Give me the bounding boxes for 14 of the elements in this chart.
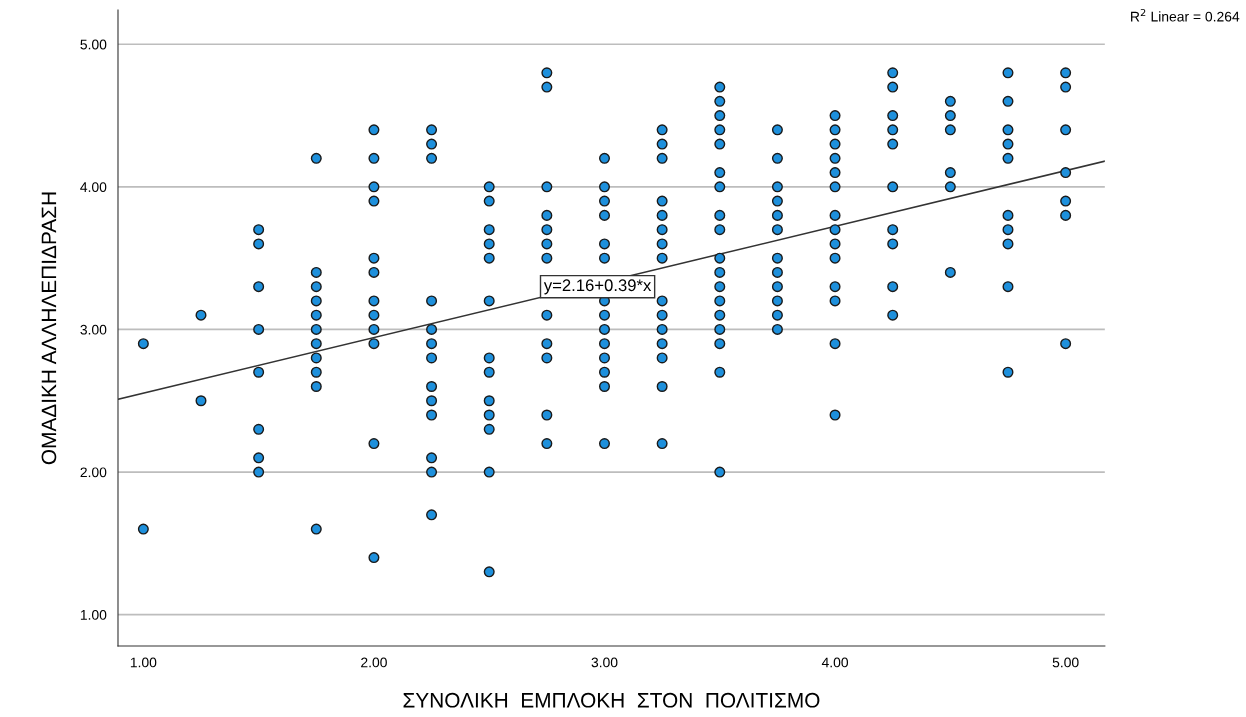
x-tick-label: 1.00 <box>130 657 157 668</box>
y-tick-label: 1.00 <box>80 609 107 620</box>
text: R$^{2}$ Linear = 0.264 <box>1131 8 1240 22</box>
x-tick-label: 3.00 <box>591 657 618 668</box>
y-tick-label: 4.00 <box>80 182 107 193</box>
x-tick-label: 2.00 <box>361 657 387 668</box>
y-tick-label: 3.00 <box>80 324 107 335</box>
y-tick-label: 5.00 <box>80 39 107 50</box>
y-tick-label: 2.00 <box>80 467 107 478</box>
x-axis-title: ΣΥΝΟΛΙΚΗ ΕΜΠΛΟΚΗ ΣΤΟΝ ΠΟΛΙΤΙΣΜΟ <box>403 692 820 708</box>
annotation: y=2.16+0.39*x <box>543 279 652 295</box>
x-tick-label: 5.00 <box>1052 657 1079 668</box>
x-tick-label: 4.00 <box>821 657 849 668</box>
y-axis-title: ΟΜΑΔΙΚΗ ΑΛΛΗΛΕΠΙΔΡΑΣΗ <box>41 192 57 465</box>
